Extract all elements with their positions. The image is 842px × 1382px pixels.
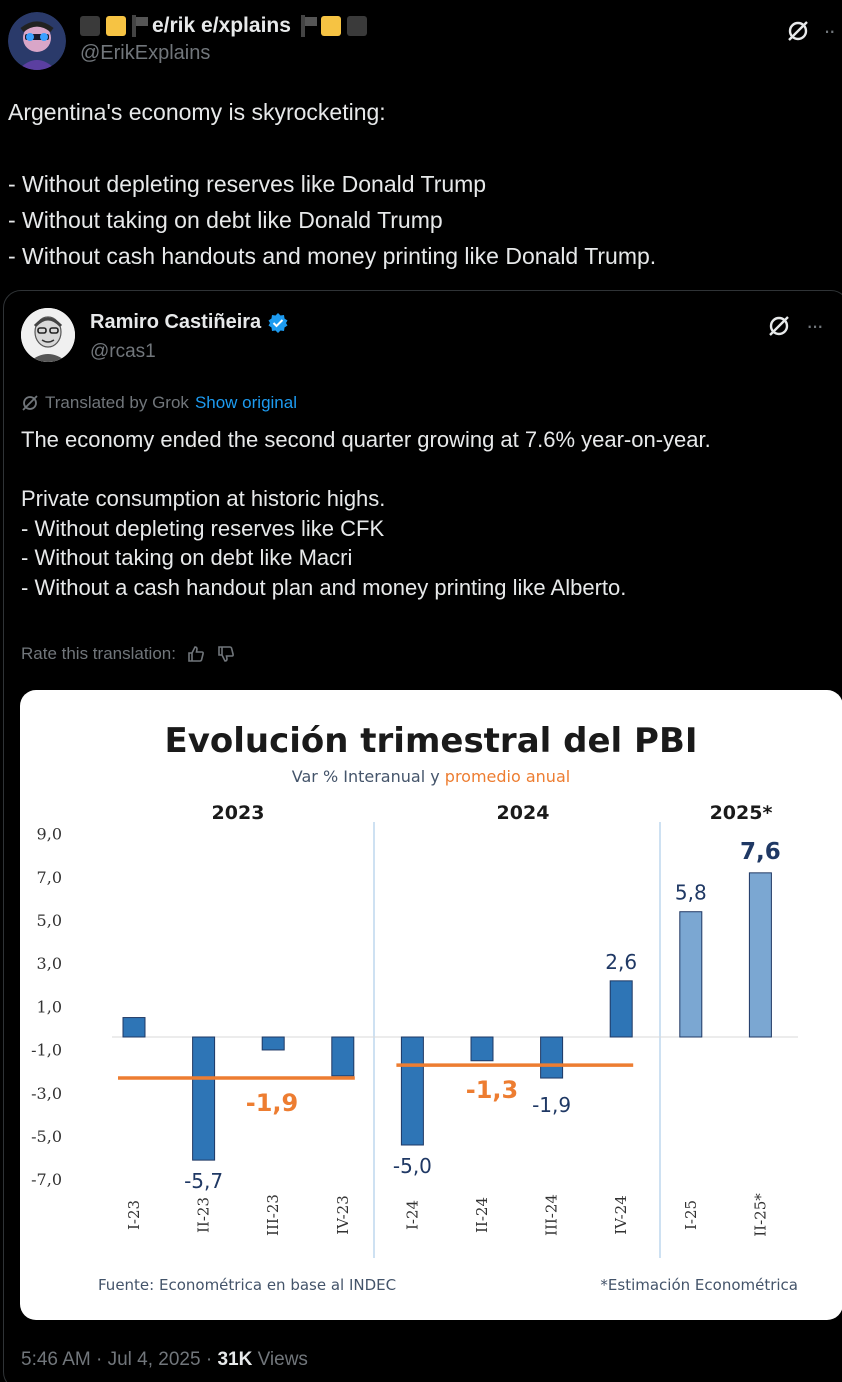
handle[interactable]: @ErikExplains	[80, 42, 211, 64]
year-label: 2025*	[710, 802, 773, 824]
chart-note: *Estimación Econométrica	[600, 1276, 798, 1294]
bar	[122, 1017, 146, 1038]
grok-small-icon	[22, 395, 38, 411]
more-icon[interactable]: ··	[823, 18, 836, 43]
year-label: 2023	[212, 802, 265, 824]
x-tick-label: II-24	[473, 1197, 491, 1233]
flag-icon	[132, 15, 148, 37]
square-emoji-icon	[320, 16, 341, 36]
avatar[interactable]	[8, 12, 66, 70]
year-label: 2024	[497, 802, 550, 824]
x-tick-label: III-23	[264, 1194, 282, 1236]
data-label: -1,9	[532, 1093, 571, 1117]
thumbs-down-icon[interactable]	[216, 644, 236, 664]
year-separators	[373, 822, 661, 1258]
y-tick-label: 1,0	[37, 997, 62, 1016]
x-tick-label: III-24	[543, 1194, 561, 1236]
year-labels: 2023 2024 2025*	[212, 802, 773, 824]
rate-label: Rate this translation:	[21, 644, 176, 663]
data-label: 2,6	[605, 950, 637, 974]
x-tick-label: IV-24	[612, 1195, 630, 1235]
x-tick-label: I-24	[403, 1200, 421, 1230]
display-name-row: e/rik e/xplains	[80, 14, 367, 38]
bar	[261, 1036, 285, 1051]
tweet-text: Argentina's economy is skyrocketing: - W…	[8, 99, 657, 269]
x-tick-label: IV-23	[334, 1195, 352, 1235]
quoted-name-row: Ramiro Castiñeira	[90, 311, 289, 334]
square-emoji-icon	[346, 16, 367, 36]
gdp-chart: Evolución trimestral del PBI Var % Inter…	[31, 721, 798, 1294]
more-icon[interactable]: ···	[806, 313, 824, 338]
y-tick-label: -7,0	[31, 1170, 62, 1189]
average-lines: -1,9 -1,3	[118, 1063, 634, 1117]
quoted-text: The economy ended the second quarter gro…	[21, 427, 711, 600]
data-labels: -5,7 -5,0 -1,9 2,6 5,8 7,6	[184, 839, 781, 1193]
views-count: 31K	[217, 1349, 253, 1370]
chart-subtitle-highlight: promedio anual	[445, 767, 570, 786]
y-tick-label: 9,0	[37, 825, 62, 844]
y-tick-label: -3,0	[31, 1084, 62, 1103]
data-label: -5,7	[184, 1169, 223, 1193]
views-label: Views	[252, 1349, 308, 1370]
average-label: -1,3	[466, 1076, 518, 1104]
thumbs-up-icon[interactable]	[186, 644, 206, 664]
data-label: -5,0	[393, 1154, 432, 1178]
show-original-link[interactable]: Show original	[194, 393, 297, 412]
quoted-tweet[interactable]: Ramiro Castiñeira @rcas1 ··· Translated …	[3, 290, 842, 1382]
bar	[192, 1036, 216, 1161]
x-tick-label: I-23	[125, 1200, 143, 1230]
y-tick-label: 5,0	[37, 911, 62, 930]
bars	[122, 872, 772, 1161]
data-label: 5,8	[675, 881, 707, 905]
verified-icon	[268, 312, 288, 333]
quoted-handle[interactable]: @rcas1	[90, 341, 156, 362]
chart-image[interactable]: Evolución trimestral del PBI Var % Inter…	[20, 690, 842, 1320]
bar	[679, 911, 703, 1038]
translated-notice: Translated by Grok Show original	[21, 393, 297, 413]
y-tick-label: -5,0	[31, 1127, 62, 1146]
bar	[470, 1036, 494, 1062]
timestamp[interactable]: 5:46 AM · Jul 4, 2025 ·	[21, 1349, 218, 1370]
average-label: -1,9	[246, 1089, 298, 1117]
quoted-display-name[interactable]: Ramiro Castiñeira	[90, 311, 262, 333]
tweet-header: e/rik e/xplains @ErikExplains ··	[8, 8, 836, 72]
rate-translation: Rate this translation:	[21, 644, 236, 664]
translated-label: Translated by Grok	[45, 393, 189, 412]
bar	[540, 1036, 564, 1079]
chart-subtitle: Var % Interanual y promedio anual	[292, 767, 570, 786]
flag-icon	[300, 15, 317, 37]
grok-icon[interactable]	[766, 313, 792, 339]
quoted-actions: ···	[766, 313, 824, 339]
chart-subtitle-prefix: Var % Interanual y	[292, 767, 445, 786]
tweet-actions: ··	[785, 18, 836, 44]
square-emoji-icon	[80, 16, 100, 36]
tweet-meta: 5:46 AM · Jul 4, 2025 · 31K Views	[21, 1349, 308, 1371]
y-tick-label: 3,0	[37, 954, 62, 973]
display-name[interactable]: e/rik e/xplains	[152, 14, 291, 37]
y-axis: 9,0 7,0 5,0 3,0 1,0 -1,0 -3,0 -5,0 -7,0	[31, 825, 798, 1189]
bar	[331, 1036, 355, 1077]
grok-icon[interactable]	[785, 18, 811, 44]
y-tick-label: 7,0	[37, 868, 62, 887]
bar	[400, 1036, 424, 1146]
bar	[609, 980, 633, 1038]
x-axis: I-23 II-23 III-23 IV-23 I-24 II-24 III-24 IV-24…	[125, 1193, 769, 1237]
x-tick-label: II-23	[195, 1197, 213, 1233]
bar	[748, 872, 772, 1038]
y-tick-label: -1,0	[31, 1041, 62, 1060]
chart-title: Evolución trimestral del PBI	[164, 721, 697, 761]
chart-source: Fuente: Econométrica en base al INDEC	[98, 1276, 396, 1294]
quoted-avatar[interactable]	[21, 308, 75, 362]
data-label: 7,6	[740, 839, 781, 865]
x-tick-label: I-25	[682, 1200, 700, 1230]
square-emoji-icon	[106, 16, 126, 36]
x-tick-label: II-25*	[751, 1193, 769, 1237]
